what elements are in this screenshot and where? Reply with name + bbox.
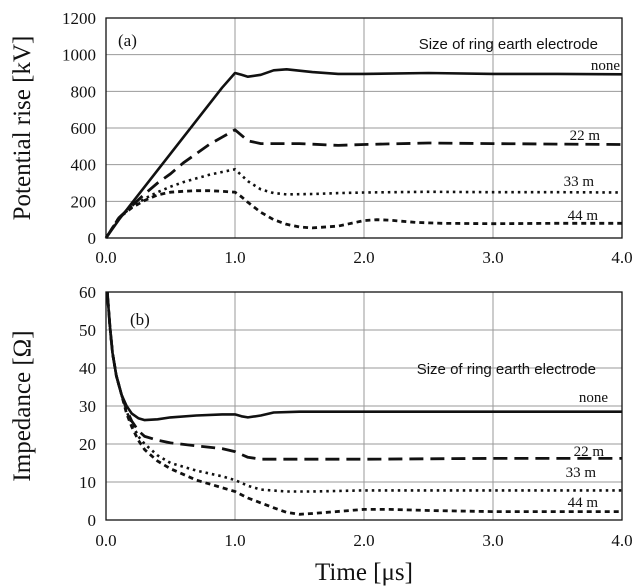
- y-tick-label: 1000: [62, 46, 96, 65]
- x-tick-label: 3.0: [482, 531, 503, 550]
- panel-a: 0.0 1.0 2.0 3.0 4.0 0 200 400 600 800 1000 1200 none…: [9, 9, 633, 267]
- panel-label: (b): [130, 310, 150, 329]
- series-label: none: [591, 58, 621, 74]
- y-tick-label: 20: [79, 435, 96, 454]
- legend-heading: Size of ring earth electrode: [419, 36, 598, 53]
- x-tick-label: 1.0: [224, 248, 245, 267]
- series-line-44-m: [104, 189, 622, 239]
- panel-b: 0.0 1.0 2.0 3.0 4.0 0 10 20 30 40 50 60 none 22 m 33 m…: [9, 283, 633, 586]
- y-tick-label: 400: [71, 156, 97, 175]
- series-label: 44 m: [568, 208, 599, 224]
- series-label: none: [579, 390, 609, 406]
- y-tick-label: 50: [79, 321, 96, 340]
- series-line-44-m: [105, 291, 622, 516]
- x-tick-label: 2.0: [353, 531, 374, 550]
- series-line-none: [106, 291, 622, 422]
- x-axis-title: Time [μs]: [315, 559, 413, 586]
- x-tick-label: 1.0: [224, 531, 245, 550]
- x-tick-label: 0.0: [95, 248, 116, 267]
- panel-label: (a): [118, 31, 137, 50]
- series-label: 33 m: [564, 174, 595, 190]
- y-tick-label: 0: [88, 511, 97, 530]
- series-label: 44 m: [568, 495, 599, 511]
- series-label: 33 m: [566, 465, 597, 481]
- y-tick-label: 30: [79, 397, 96, 416]
- x-tick-label: 4.0: [611, 248, 632, 267]
- series-line-33-m: [106, 291, 622, 493]
- x-tick-label: 0.0: [95, 531, 116, 550]
- y-tick-label: 60: [79, 283, 96, 302]
- y-tick-label: 40: [79, 359, 96, 378]
- y-tick-label: 10: [79, 473, 96, 492]
- x-tick-label: 4.0: [611, 531, 632, 550]
- x-tick-label: 3.0: [482, 248, 503, 267]
- series-line-22-m: [105, 291, 622, 461]
- x-tick-label: 2.0: [353, 248, 374, 267]
- y-tick-label: 1200: [62, 9, 96, 28]
- series-label: 22 m: [574, 444, 605, 460]
- y-axis-title: Potential rise [kV]: [9, 36, 36, 221]
- series-line-22-m: [104, 128, 623, 239]
- plot-frame: [105, 17, 623, 239]
- y-tick-label: 600: [71, 119, 97, 138]
- series-label: 22 m: [570, 128, 601, 144]
- y-tick-label: 800: [71, 82, 97, 101]
- plot-frame: [105, 291, 623, 521]
- y-axis-title: Impedance [Ω]: [9, 330, 36, 481]
- series-line-none: [104, 68, 623, 239]
- y-tick-label: 0: [88, 229, 97, 248]
- series-line-33-m: [104, 168, 623, 239]
- y-tick-label: 200: [71, 192, 97, 211]
- legend-heading: Size of ring earth electrode: [417, 361, 596, 378]
